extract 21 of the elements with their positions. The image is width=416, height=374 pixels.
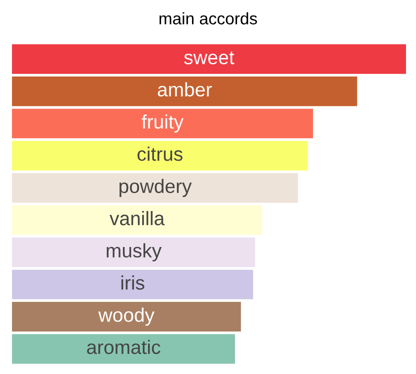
bar xyxy=(12,44,406,74)
y-tick-label: fruity xyxy=(142,114,184,133)
y-tick-label: woody xyxy=(98,308,155,326)
y-tick-label: powdery xyxy=(120,178,192,197)
bar xyxy=(12,237,256,268)
chart-title: main accords xyxy=(160,12,257,24)
bar xyxy=(12,270,254,300)
bar xyxy=(12,108,314,138)
bar xyxy=(12,334,236,364)
bar xyxy=(12,76,358,106)
y-tick-label: aromatic xyxy=(87,340,160,354)
y-tick-label: citrus xyxy=(138,146,182,161)
bar xyxy=(12,302,241,332)
bar xyxy=(12,140,308,171)
y-tick-label: vanilla xyxy=(110,211,165,226)
y-tick-label: amber xyxy=(158,82,212,97)
y-tick-label: sweet xyxy=(184,52,234,64)
bar xyxy=(12,173,298,203)
y-tick-label: iris xyxy=(121,275,144,290)
y-tick-label: musky xyxy=(106,243,162,262)
bar xyxy=(12,205,262,235)
